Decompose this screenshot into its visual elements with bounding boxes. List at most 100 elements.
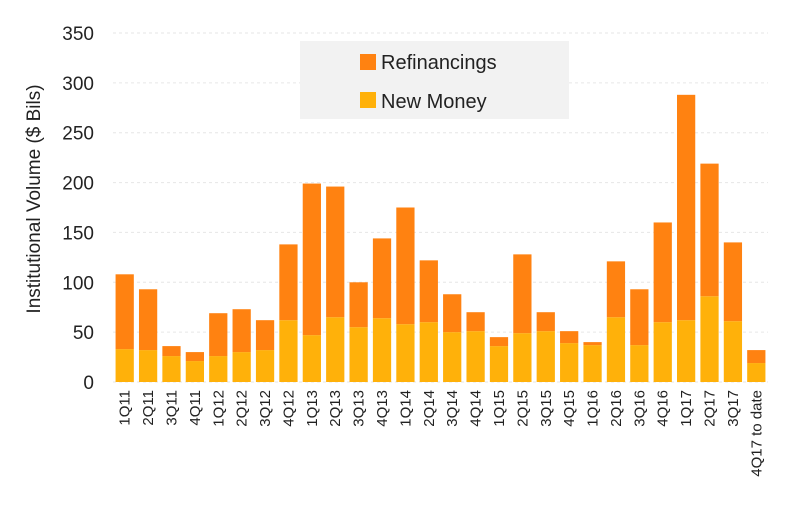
x-tick-label: 3Q11 bbox=[163, 390, 180, 426]
bar-refinancings bbox=[349, 282, 368, 328]
bar-refinancings bbox=[630, 289, 649, 346]
bar-new-money bbox=[138, 350, 158, 382]
x-tick-label: 2Q16 bbox=[608, 390, 625, 427]
x-tick-label: 4Q11 bbox=[187, 390, 204, 426]
bar-refinancings bbox=[606, 261, 626, 318]
bar-refinancings bbox=[489, 337, 509, 347]
x-tick-label: 4Q14 bbox=[468, 390, 485, 427]
x-tick-label: 1Q15 bbox=[491, 390, 508, 427]
bar-refinancings bbox=[115, 274, 134, 350]
bar-new-money bbox=[443, 332, 462, 382]
bar-refinancings bbox=[326, 186, 345, 318]
bar-new-money bbox=[489, 346, 509, 382]
x-tick-label: 2Q13 bbox=[327, 390, 344, 427]
bar-new-money bbox=[653, 322, 672, 382]
x-tick-label: 3Q13 bbox=[351, 390, 368, 427]
x-tick-label: 1Q17 bbox=[678, 390, 695, 427]
x-tick-label: 4Q15 bbox=[561, 390, 578, 427]
bar-new-money bbox=[536, 331, 555, 382]
legend-label-refinancings: Refinancings bbox=[381, 52, 497, 74]
x-axis: 1Q11 2Q11 3Q11 4Q11 1Q12 2Q12 3Q12 4Q12 1Q13 2Q13… bbox=[117, 390, 766, 477]
bar-new-money bbox=[326, 317, 345, 382]
bar-new-money bbox=[255, 350, 275, 382]
bar-new-money bbox=[700, 296, 719, 382]
x-tick-label: 2Q14 bbox=[421, 390, 438, 427]
x-tick-label: 1Q11 bbox=[117, 390, 134, 426]
bar-new-money bbox=[677, 320, 696, 382]
x-tick-label: 4Q13 bbox=[374, 390, 391, 427]
legend: Refinancings New Money bbox=[300, 41, 569, 119]
bar-new-money bbox=[466, 331, 485, 382]
bar-refinancings bbox=[162, 346, 181, 357]
x-tick-label: 1Q14 bbox=[397, 390, 414, 427]
bar-new-money bbox=[747, 363, 766, 382]
y-axis: 0 50 100 150 200 250 300 350 bbox=[62, 24, 94, 394]
bar-refinancings bbox=[302, 183, 321, 336]
bar-refinancings bbox=[677, 94, 696, 321]
bar-refinancings bbox=[583, 342, 602, 346]
bar-new-money bbox=[583, 345, 602, 382]
y-tick-label: 50 bbox=[73, 323, 94, 344]
bar-new-money bbox=[396, 324, 415, 382]
bar-refinancings bbox=[747, 350, 766, 364]
bar-refinancings bbox=[255, 320, 275, 351]
bar-refinancings bbox=[209, 313, 228, 357]
bar-new-money bbox=[162, 356, 181, 382]
x-tick-label: 1Q13 bbox=[304, 390, 321, 427]
y-tick-label: 350 bbox=[62, 24, 94, 45]
bar-new-money bbox=[349, 327, 368, 382]
bar-new-money bbox=[372, 318, 392, 382]
x-tick-label: 2Q17 bbox=[702, 390, 719, 427]
bar-refinancings bbox=[560, 331, 579, 344]
bar-refinancings bbox=[396, 207, 415, 325]
x-tick-label: 3Q12 bbox=[257, 390, 274, 427]
y-axis-title: Institutional Volume ($ Bils) bbox=[24, 84, 45, 313]
y-tick-label: 250 bbox=[62, 124, 94, 145]
legend-swatch-refinancings bbox=[360, 54, 376, 70]
bars bbox=[115, 94, 766, 382]
bar-refinancings bbox=[443, 294, 462, 333]
x-tick-label: 3Q17 bbox=[725, 390, 742, 427]
bar-refinancings bbox=[536, 312, 555, 332]
bar-refinancings bbox=[372, 238, 392, 319]
bar-refinancings bbox=[513, 254, 532, 334]
y-tick-label: 0 bbox=[83, 373, 94, 394]
bar-refinancings bbox=[700, 163, 719, 297]
bar-refinancings bbox=[653, 222, 672, 323]
x-tick-label: 4Q16 bbox=[655, 390, 672, 427]
bar-new-money bbox=[419, 322, 438, 382]
bar-refinancings bbox=[185, 352, 204, 362]
bar-new-money bbox=[185, 361, 204, 382]
y-tick-label: 300 bbox=[62, 74, 94, 95]
bar-new-money bbox=[606, 317, 626, 382]
bar-new-money bbox=[302, 335, 321, 382]
x-tick-label: 2Q11 bbox=[140, 390, 157, 426]
y-tick-label: 150 bbox=[62, 223, 94, 244]
legend-background bbox=[300, 41, 569, 119]
bar-refinancings bbox=[419, 260, 438, 323]
bar-refinancings bbox=[138, 289, 158, 351]
bar-new-money bbox=[209, 356, 228, 382]
bar-new-money bbox=[115, 349, 134, 382]
bar-refinancings bbox=[723, 242, 743, 322]
x-tick-label: 2Q15 bbox=[514, 390, 531, 427]
x-tick-label: 3Q14 bbox=[444, 390, 461, 427]
x-tick-label: 3Q15 bbox=[538, 390, 555, 427]
bar-refinancings bbox=[279, 244, 298, 321]
legend-swatch-new-money bbox=[360, 92, 376, 108]
x-tick-label: 1Q16 bbox=[585, 390, 602, 427]
x-tick-label: 2Q12 bbox=[234, 390, 251, 427]
x-tick-label: 4Q17 to date bbox=[748, 390, 765, 477]
x-tick-label: 4Q12 bbox=[280, 390, 297, 427]
bar-new-money bbox=[560, 343, 579, 382]
bar-new-money bbox=[723, 321, 743, 382]
x-tick-label: 3Q16 bbox=[631, 390, 648, 427]
bar-refinancings bbox=[232, 309, 251, 353]
bar-new-money bbox=[513, 333, 532, 382]
bar-new-money bbox=[232, 352, 251, 382]
bar-new-money bbox=[279, 320, 298, 382]
bar-refinancings bbox=[466, 312, 485, 332]
y-tick-label: 200 bbox=[62, 174, 94, 195]
bar-new-money bbox=[630, 345, 649, 382]
